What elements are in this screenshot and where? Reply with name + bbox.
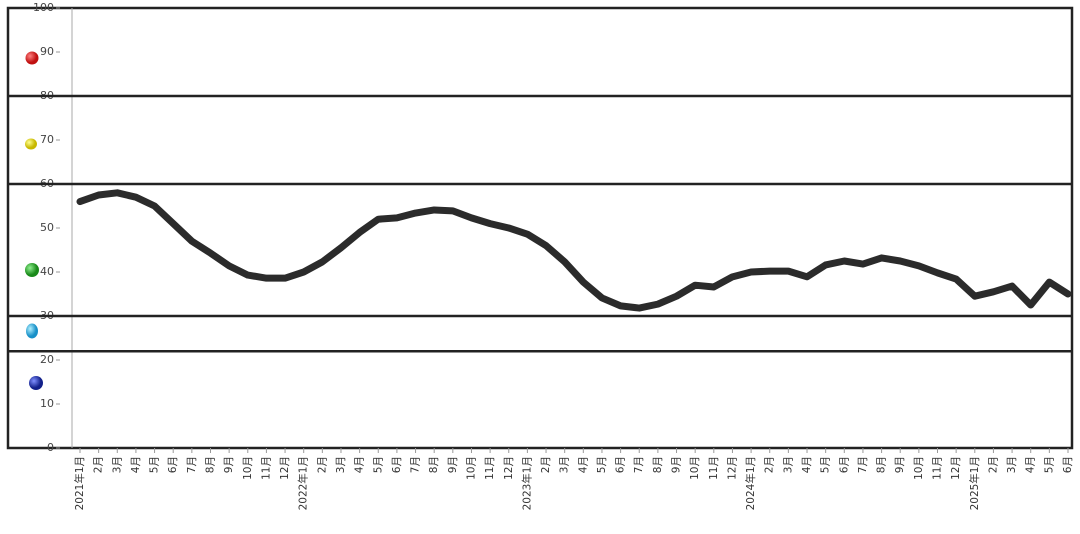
x-tick-label: 6月 [1062,456,1074,473]
x-tick-label: 4月 [130,456,142,473]
x-tick-label: 3月 [335,456,347,473]
x-tick-label: 10月 [465,456,477,480]
x-tick-label: 8月 [204,456,216,473]
x-tick-label: 6月 [838,456,850,473]
zone-dot [25,51,39,65]
x-tick-label: 2021年1月 [73,456,86,510]
x-tick-label: 3月 [782,456,794,473]
x-tick-label: 9月 [671,456,683,473]
x-tick-label: 2月 [987,456,999,473]
y-tick-label: 0 [47,441,54,454]
x-tick-label: 4月 [577,456,589,473]
x-tick-label: 4月 [1025,456,1037,473]
y-tick-label: 50 [40,221,54,234]
x-tick-label: 2月 [540,456,552,473]
plot-frame [6,6,1074,450]
x-tick-label: 6月 [167,456,179,473]
x-tick-label: 12月 [503,456,515,480]
x-tick-label: 8月 [876,456,888,473]
x-tick-label: 6月 [391,456,403,473]
x-tick-label: 2月 [316,456,328,473]
x-tick-label: 12月 [279,456,291,480]
x-tick-label: 11月 [484,456,496,480]
x-tick-label: 12月 [726,456,738,480]
x-tick-label: 7月 [857,456,869,473]
y-tick-label: 20 [40,353,54,366]
x-tick-label: 3月 [1006,456,1018,473]
x-tick-label: 5月 [1043,456,1055,473]
x-tick-label: 9月 [223,456,235,473]
x-tick-label: 5月 [372,456,384,473]
x-tick-label: 3月 [559,456,571,473]
x-tick-label: 8月 [652,456,664,473]
x-tick-label: 5月 [149,456,161,473]
x-tick-label: 7月 [186,456,198,473]
line [76,189,1072,312]
x-tick-label: 2月 [93,456,105,473]
zone-dot [25,138,37,150]
x-tick-label: 4月 [354,456,366,473]
x-tick-label: 6月 [615,456,627,473]
x-tick-label: 11月 [260,456,272,480]
x-tick-label: 3月 [111,456,123,473]
y-tick-label: 100 [33,1,54,14]
x-tick-label: 12月 [950,456,962,480]
x-tick-label: 2023年1月 [520,456,533,510]
x-tick-label: 4月 [801,456,813,473]
x-tick-label: 2022年1月 [297,456,310,510]
y-tick-label: 90 [40,45,54,58]
x-tick-label: 10月 [242,456,254,480]
zone-dot [25,263,39,277]
x-tick-label: 10月 [689,456,701,480]
x-tick-label: 2月 [764,456,776,473]
y-tick-label: 70 [40,133,54,146]
y-tick-label: 10 [40,397,54,410]
x-tick-label: 8月 [428,456,440,473]
x-tick-label: 11月 [708,456,720,480]
x-tick-label: 2024年1月 [744,456,757,510]
x-tick-label: 5月 [820,456,832,473]
x-tick-label: 5月 [596,456,608,473]
x-tick-label: 7月 [633,456,645,473]
x-tick-label: 7月 [410,456,422,473]
zone-dot [26,323,38,339]
x-tick-label: 10月 [913,456,925,480]
x-tick-label: 9月 [447,456,459,473]
zone-dot [29,376,43,390]
y-tick-label: 40 [40,265,54,278]
x-tick-label: 2025年1月 [968,456,981,510]
x-tick-label: 9月 [894,456,906,473]
x-tick-label: 11月 [932,456,944,480]
